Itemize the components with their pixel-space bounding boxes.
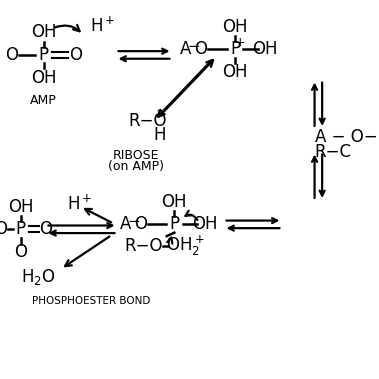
Text: O: O: [69, 46, 82, 64]
Text: P: P: [39, 46, 49, 64]
Text: O: O: [5, 46, 18, 64]
Text: OH: OH: [31, 69, 56, 87]
Text: AMP: AMP: [30, 94, 57, 107]
Text: H$^+$: H$^+$: [89, 17, 115, 36]
Text: H: H: [153, 125, 165, 144]
Text: OH: OH: [31, 23, 56, 41]
Text: +: +: [235, 36, 245, 49]
Text: OH: OH: [161, 193, 187, 211]
Text: P: P: [16, 220, 26, 238]
Text: OH: OH: [252, 40, 278, 58]
Text: A − O−: A − O−: [315, 128, 377, 146]
Text: O: O: [0, 220, 7, 238]
Text: H$^+$: H$^+$: [67, 194, 92, 213]
Text: PHOSPHOESTER BOND: PHOSPHOESTER BOND: [32, 296, 150, 306]
Text: RIBOSE: RIBOSE: [113, 149, 160, 162]
Text: O: O: [134, 215, 147, 233]
Text: O: O: [39, 220, 52, 238]
Text: (on AMP): (on AMP): [108, 160, 164, 172]
Text: P: P: [230, 40, 240, 58]
Text: H$_2$O: H$_2$O: [20, 268, 55, 287]
Text: A: A: [119, 215, 131, 233]
Text: R−C: R−C: [315, 143, 352, 161]
Text: R−Ö: R−Ö: [128, 112, 167, 130]
Text: O: O: [14, 243, 27, 261]
Text: −: −: [127, 214, 140, 229]
Text: OH: OH: [192, 215, 218, 233]
Text: P: P: [169, 215, 179, 233]
Text: O: O: [194, 40, 207, 58]
Text: OH: OH: [222, 17, 248, 36]
Text: A: A: [180, 40, 191, 58]
Text: OH: OH: [8, 197, 34, 216]
Text: OH$_2^+$: OH$_2^+$: [166, 233, 205, 258]
Text: −: −: [188, 39, 200, 54]
Text: OH: OH: [222, 63, 248, 81]
Text: R−O: R−O: [125, 236, 163, 255]
